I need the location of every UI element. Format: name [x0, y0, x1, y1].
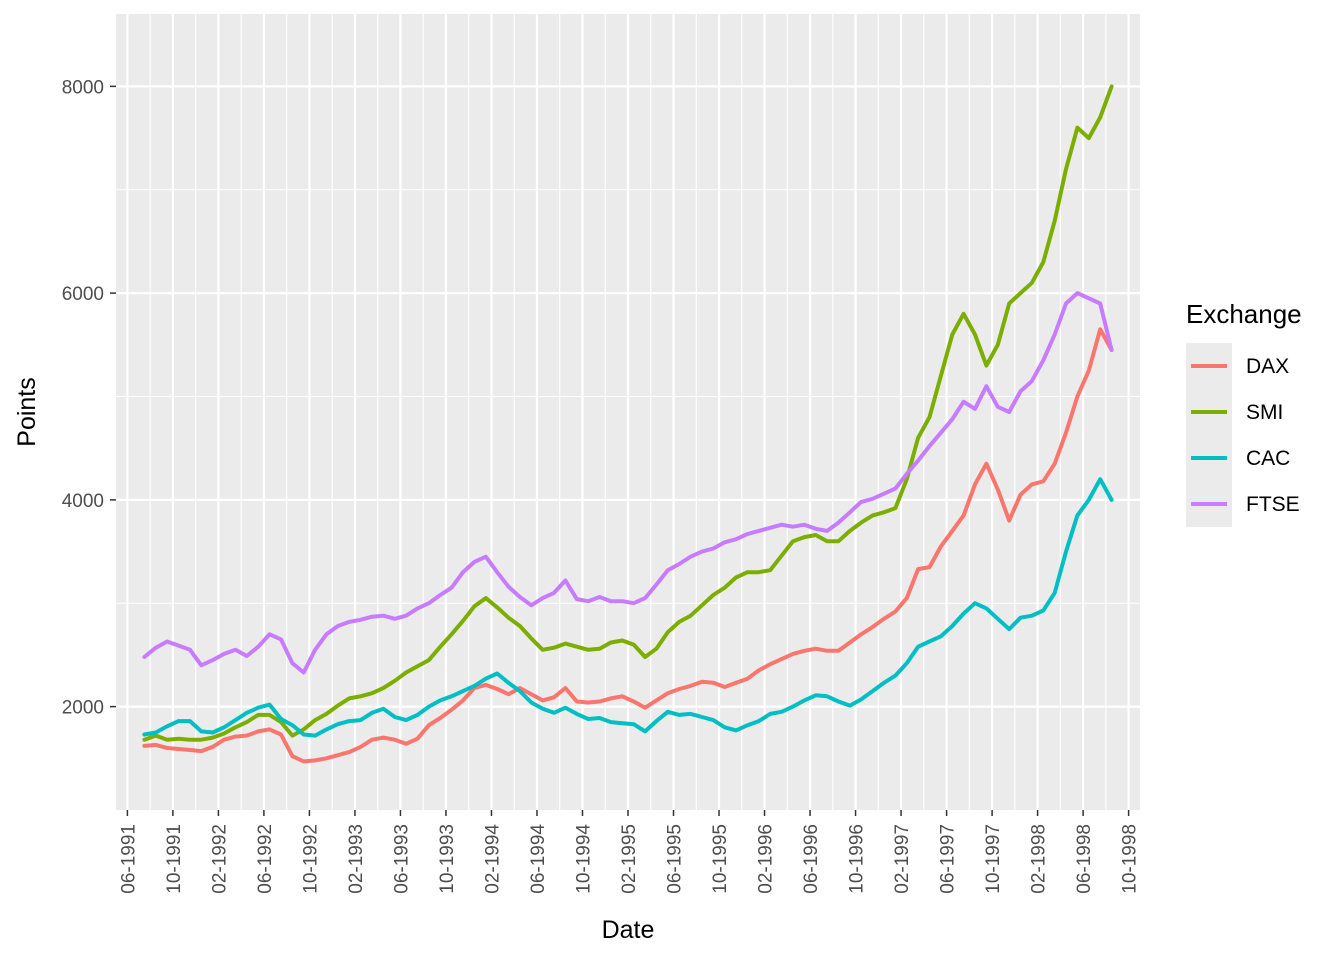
legend-label: CAC — [1246, 447, 1290, 470]
x-tick-label: 06-1993 — [391, 824, 412, 894]
x-tick-label: 02-1995 — [619, 824, 640, 894]
series-line-dax — [142, 327, 1114, 764]
series-line-ftse — [142, 291, 1114, 675]
x-tick-label: 02-1997 — [892, 824, 913, 894]
x-tick-label: 02-1994 — [482, 824, 503, 894]
legend-title: Exchange — [1186, 299, 1302, 329]
x-tick-label: 06-1998 — [1074, 824, 1095, 894]
x-tick-label: 10-1994 — [573, 824, 594, 894]
x-tick-label: 02-1992 — [209, 824, 230, 894]
x-tick-label: 10-1992 — [300, 824, 321, 894]
x-tick-label: 06-1992 — [255, 824, 276, 894]
y-tick-label: 8000 — [62, 77, 104, 98]
x-tick-label: 02-1993 — [346, 824, 367, 894]
legend: Exchange DAX SMI CAC FTSE — [1186, 299, 1302, 527]
legend-items: DAX SMI CAC FTSE — [1186, 343, 1300, 527]
axis-ticks — [110, 85, 1130, 816]
y-tick-label: 6000 — [62, 284, 104, 305]
x-tick-label: 06-1996 — [801, 824, 822, 894]
x-tick-label: 06-1994 — [528, 824, 549, 894]
y-axis-title: Points — [13, 377, 41, 446]
series-line-smi — [142, 84, 1114, 742]
series-lines — [142, 84, 1114, 764]
x-tick-label: 10-1996 — [847, 824, 868, 894]
x-tick-label: 10-1998 — [1120, 824, 1141, 894]
x-tick-labels: 06-1991 10-1991 02-1992 06-1992 10-1992 02-19… — [118, 824, 1140, 894]
x-tick-label: 02-1996 — [756, 824, 777, 894]
minor-gridlines — [104, 14, 1140, 810]
x-tick-label: 10-1991 — [164, 824, 185, 894]
x-tick-label: 06-1991 — [118, 824, 139, 894]
x-tick-label: 06-1995 — [665, 824, 686, 894]
y-tick-labels: 2000 4000 6000 8000 — [62, 77, 104, 718]
x-tick-label: 10-1993 — [437, 824, 458, 894]
legend-label: DAX — [1246, 355, 1289, 378]
legend-label: FTSE — [1246, 493, 1300, 516]
x-tick-label: 10-1997 — [983, 824, 1004, 894]
y-tick-label: 4000 — [62, 491, 104, 512]
series-line-cac — [142, 477, 1114, 738]
x-tick-label: 06-1997 — [938, 824, 959, 894]
x-tick-label: 10-1995 — [710, 824, 731, 894]
legend-label: SMI — [1246, 401, 1283, 424]
x-axis-title: Date — [602, 916, 655, 944]
x-tick-label: 02-1998 — [1029, 824, 1050, 894]
y-tick-label: 2000 — [62, 698, 104, 719]
